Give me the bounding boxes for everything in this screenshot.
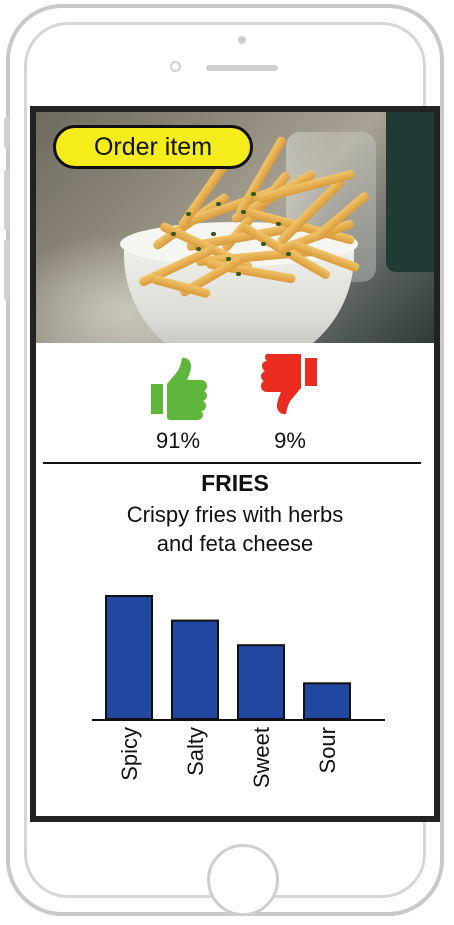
phone-screen: Order item 91% 9% FRIES Crispy fries wit… bbox=[30, 106, 440, 822]
item-description-line: and feta cheese bbox=[156, 531, 314, 556]
herb-fleck bbox=[216, 202, 221, 206]
side-button bbox=[4, 240, 10, 300]
herb-fleck bbox=[276, 222, 281, 226]
earpiece-dot bbox=[238, 36, 246, 44]
herb-fleck bbox=[241, 210, 246, 214]
order-item-button[interactable]: Order item bbox=[53, 125, 253, 169]
side-button bbox=[4, 170, 10, 230]
item-description: Crispy fries with herbs and feta cheese bbox=[76, 500, 394, 558]
taste-profile-chart: Spicy Salty Sweet Sour bbox=[92, 595, 385, 788]
speaker-grille bbox=[206, 65, 278, 71]
thumbs-down-icon bbox=[261, 352, 317, 415]
hero-food-image: Order item bbox=[36, 112, 434, 343]
x-tick-label: Salty bbox=[183, 727, 208, 776]
x-tick-label: Sour bbox=[315, 727, 340, 773]
thumbs-up-icon bbox=[151, 357, 207, 420]
thumbs-up-rating[interactable]: 91% bbox=[140, 354, 216, 454]
bar-salty bbox=[171, 619, 219, 720]
herb-fleck bbox=[286, 252, 291, 256]
herb-fleck bbox=[226, 257, 231, 261]
herb-fleck bbox=[171, 232, 176, 236]
hero-bottle bbox=[386, 112, 434, 272]
item-title: FRIES bbox=[201, 470, 269, 496]
item-description-line: Crispy fries with herbs bbox=[126, 502, 344, 527]
x-tick-label: Spicy bbox=[117, 727, 142, 781]
herb-fleck bbox=[186, 212, 191, 216]
side-button bbox=[4, 118, 10, 148]
section-divider bbox=[43, 462, 421, 464]
home-button[interactable] bbox=[207, 844, 279, 916]
thumbs-up-percent: 91% bbox=[155, 428, 201, 453]
bar-sweet bbox=[237, 644, 285, 720]
app-view: Order item 91% 9% FRIES Crispy fries wit… bbox=[36, 112, 434, 816]
order-item-label: Order item bbox=[93, 132, 213, 161]
herb-fleck bbox=[211, 232, 216, 236]
herb-fleck bbox=[261, 242, 266, 246]
bar-spicy bbox=[105, 595, 153, 720]
thumbs-down-rating[interactable]: 9% bbox=[252, 352, 328, 454]
herb-fleck bbox=[251, 192, 256, 196]
x-tick-label: Sweet bbox=[249, 727, 274, 788]
thumbs-down-percent: 9% bbox=[274, 428, 306, 453]
bar-sour bbox=[303, 682, 351, 720]
herb-fleck bbox=[236, 272, 241, 276]
herb-fleck bbox=[196, 247, 201, 251]
front-camera-icon bbox=[170, 61, 181, 72]
